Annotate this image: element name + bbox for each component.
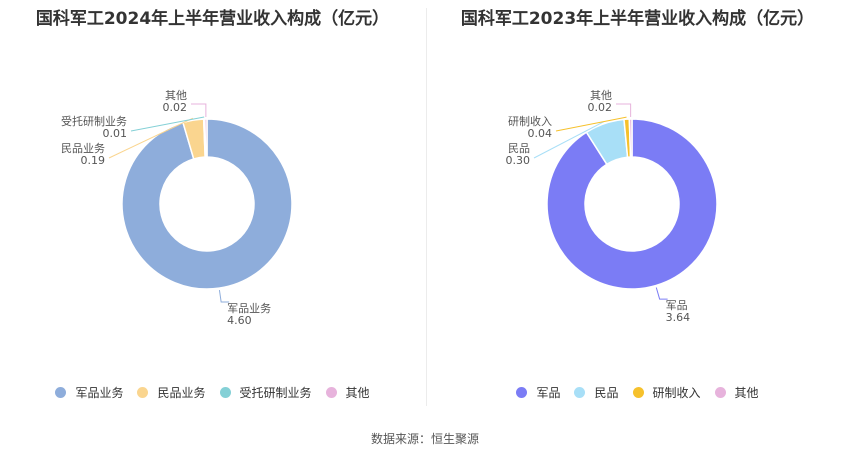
label-leader-line — [555, 116, 627, 132]
chart-title: 国科军工2024年上半年营业收入构成（亿元） — [35, 9, 390, 29]
legend-item-other[interactable]: 其他 — [325, 384, 370, 401]
legend-item-contract-rd[interactable]: 受托研制业务 — [219, 384, 312, 401]
slice-label: 民品 — [508, 142, 530, 155]
chart-panel-2023: 国科军工2023年上半年营业收入构成（亿元） 军品 3.64 民品 0.30 研制收入 0… — [425, 0, 850, 420]
pie-slice[interactable] — [204, 118, 208, 158]
slice-label: 军品 — [666, 299, 688, 312]
slice-value-label: 0.04 — [528, 127, 553, 140]
panel-divider — [426, 8, 427, 406]
slice-value-label: 0.02 — [163, 101, 188, 114]
chart-title: 国科军工2023年上半年营业收入构成（亿元） — [460, 9, 815, 29]
slice-label: 其他 — [590, 89, 612, 102]
legend-label: 其他 — [345, 386, 370, 400]
legend-circle-icon — [632, 387, 644, 398]
legend-item-military[interactable]: 军品 — [516, 384, 560, 401]
label-leader-line — [108, 117, 194, 159]
slice-label: 军品业务 — [227, 302, 271, 315]
legend: 军品业务 民品业务 受托研制业务 其他 — [0, 384, 425, 401]
legend-label: 受托研制业务 — [239, 386, 312, 400]
pie-slice[interactable] — [546, 118, 718, 290]
pie-slice[interactable] — [628, 118, 633, 158]
slice-value-label: 0.19 — [81, 154, 106, 167]
label-leader-line — [191, 103, 207, 118]
pie-slice[interactable] — [121, 118, 293, 290]
legend-label: 研制收入 — [652, 386, 701, 400]
slice-value-label: 0.30 — [506, 154, 531, 167]
label-leader-line — [130, 116, 205, 132]
legend-item-military[interactable]: 军品业务 — [55, 384, 123, 401]
legend-label: 军品业务 — [75, 386, 124, 400]
legend-circle-icon — [55, 387, 67, 398]
slice-value-label: 0.01 — [103, 127, 128, 140]
label-leader-line — [218, 290, 230, 303]
legend-circle-icon — [137, 387, 149, 398]
legend-circle-icon — [325, 387, 337, 398]
legend-label: 其他 — [734, 386, 759, 400]
slice-label: 民品业务 — [61, 142, 105, 155]
slice-value-label: 4.60 — [227, 314, 252, 327]
legend-circle-icon — [574, 387, 586, 398]
chart-panel-2024: 国科军工2024年上半年营业收入构成（亿元） 军品业务 4.60 民品业务 0.19 受… — [0, 0, 425, 420]
label-leader-line — [616, 103, 632, 118]
slice-value-label: 0.02 — [588, 101, 613, 114]
legend-item-civil[interactable]: 民品 — [574, 384, 619, 401]
slice-label: 研制收入 — [508, 114, 552, 128]
legend-label: 民品业务 — [157, 386, 206, 400]
legend: 军品 民品 研制收入 其他 — [425, 384, 850, 401]
slice-value-label: 3.64 — [666, 311, 691, 324]
legend-circle-icon — [714, 387, 726, 398]
legend-item-civil[interactable]: 民品业务 — [137, 384, 206, 401]
legend-item-rd-income[interactable]: 研制收入 — [632, 384, 701, 401]
data-source-note: 数据来源：恒生聚源 — [370, 432, 479, 446]
label-leader-line — [655, 287, 668, 300]
legend-item-other[interactable]: 其他 — [714, 384, 759, 401]
legend-label: 军品 — [536, 386, 561, 400]
slice-label: 其他 — [165, 89, 187, 102]
legend-circle-icon — [516, 387, 528, 398]
label-leader-line — [533, 121, 605, 159]
legend-circle-icon — [219, 387, 231, 398]
legend-label: 民品 — [594, 386, 619, 400]
slice-label: 受托研制业务 — [61, 114, 127, 128]
